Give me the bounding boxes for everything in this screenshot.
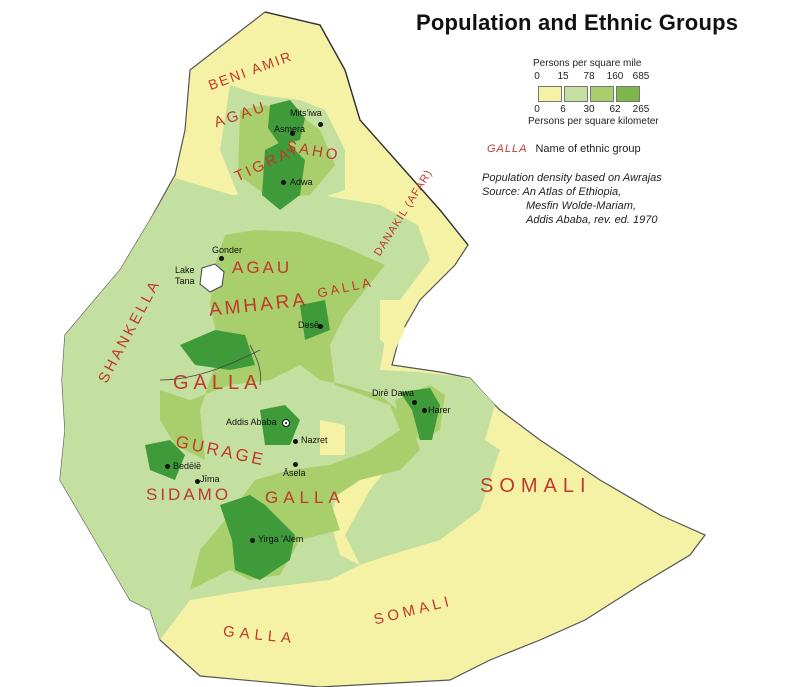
density-region-62-265-harer xyxy=(400,388,440,440)
lake-tana xyxy=(199,263,225,293)
city-marker-gonder xyxy=(219,256,224,261)
legend-swatch-2 xyxy=(590,86,614,102)
density-region-30-62-central xyxy=(160,230,420,590)
ethnic-label-agau-central: AGAU xyxy=(232,258,293,277)
legend-caption-km: Persons per square kilometer xyxy=(528,116,659,127)
map-title: Population and Ethnic Groups xyxy=(416,10,739,35)
legend-tick-km-0: 0 xyxy=(534,104,540,115)
boundary-line xyxy=(159,349,261,381)
city-label-gonder: Gonder xyxy=(212,245,243,255)
legend-swatch-3 xyxy=(616,86,640,102)
density-region-62-265-dese xyxy=(300,300,330,340)
city-label-dire-dawa: Dirē Dawa xyxy=(372,388,415,398)
city-label-addis-ababa: Addis Ababa xyxy=(226,417,277,427)
city-label-adwa: Adwa xyxy=(290,177,313,187)
city-label-asmera: Asmera xyxy=(274,124,306,134)
legend-tick-mile-1: 15 xyxy=(557,71,569,82)
legend-tick-mile-0: 0 xyxy=(534,71,540,82)
city-label-lake-tana: Lake Tana xyxy=(175,265,195,286)
density-region-62-265-tigrai xyxy=(262,140,305,210)
legend-tick-mile-3: 160 xyxy=(606,71,624,82)
legend-tick-km-4: 265 xyxy=(632,104,650,115)
density-region-62-265-sidamo xyxy=(220,495,295,580)
legend-caption-mile: Persons per square mile xyxy=(533,58,642,69)
city-label-asela: Āsela xyxy=(283,468,306,478)
ethnic-label-galla-south-central: GALLA xyxy=(265,488,345,507)
city-marker-jima xyxy=(195,479,200,484)
legend-ethnic-sample: GALLA xyxy=(487,143,528,155)
city-marker-dire-dawa xyxy=(412,400,417,405)
city-marker-nazret xyxy=(293,439,298,444)
source-line-3: Mesfin Wolde-Mariam, xyxy=(526,200,637,212)
source-note: Population density based on Awrajas Sour… xyxy=(482,171,662,227)
density-region-6-30-southeast xyxy=(345,430,500,565)
city-marker-bedele xyxy=(165,464,170,469)
city-label-nazret: Nazret xyxy=(301,435,328,445)
density-region-0-6-central-pocket xyxy=(320,420,345,455)
city-marker-harer xyxy=(422,408,427,413)
density-region-0-6-east-inner xyxy=(380,300,405,350)
ethnic-label-somali-east: SOMALI xyxy=(480,475,592,497)
source-line-4: Addis Ababa, rev. ed. 1970 xyxy=(526,214,658,226)
legend-tick-mile-4: 685 xyxy=(632,71,650,82)
ethnic-label-galla-central: GALLA xyxy=(173,372,263,394)
city-marker-adwa xyxy=(281,180,286,185)
density-region-62-265-asmera xyxy=(268,100,305,145)
density-region-62-265-addis xyxy=(260,405,300,445)
city-label-mitsiwa: Mits'iwa xyxy=(290,108,322,118)
density-region-62-265-bedele xyxy=(145,440,185,480)
city-marker-yirga-alem xyxy=(250,538,255,543)
legend-tick-km-2: 30 xyxy=(583,104,595,115)
legend-ethnic-label: Name of ethnic group xyxy=(535,143,641,155)
ethnic-label-sidamo: SIDAMO xyxy=(146,485,232,504)
city-label-harer: Harer xyxy=(428,405,451,415)
legend-tick-km-1: 6 xyxy=(560,104,566,115)
city-marker-asmera xyxy=(290,131,295,136)
coastline xyxy=(264,11,469,246)
city-label-bedele: Bedēlē xyxy=(173,461,202,471)
legend-tick-mile-2: 78 xyxy=(583,71,595,82)
city-label-jima: Jīma xyxy=(200,474,220,484)
legend-swatch-0 xyxy=(538,86,562,102)
city-label-yirga-alem: Yirga 'Alem xyxy=(258,534,304,544)
legend-swatch-1 xyxy=(564,86,588,102)
city-marker-dese xyxy=(318,324,323,329)
city-marker-mitsiwa xyxy=(318,122,323,127)
city-marker-asela xyxy=(293,462,298,467)
density-region-62-265-gojjam xyxy=(180,330,255,370)
legend-ethnic-key: GALLA Name of ethnic group xyxy=(487,143,641,155)
city-marker-addis-ababa xyxy=(282,419,290,427)
city-label-dese: Desē xyxy=(298,320,320,330)
source-line-2: Source: An Atlas of Ethiopia, xyxy=(482,186,622,198)
source-line-1: Population density based on Awrajas xyxy=(482,172,662,184)
legend-tick-km-3: 62 xyxy=(609,104,621,115)
boundary-line xyxy=(249,344,261,386)
